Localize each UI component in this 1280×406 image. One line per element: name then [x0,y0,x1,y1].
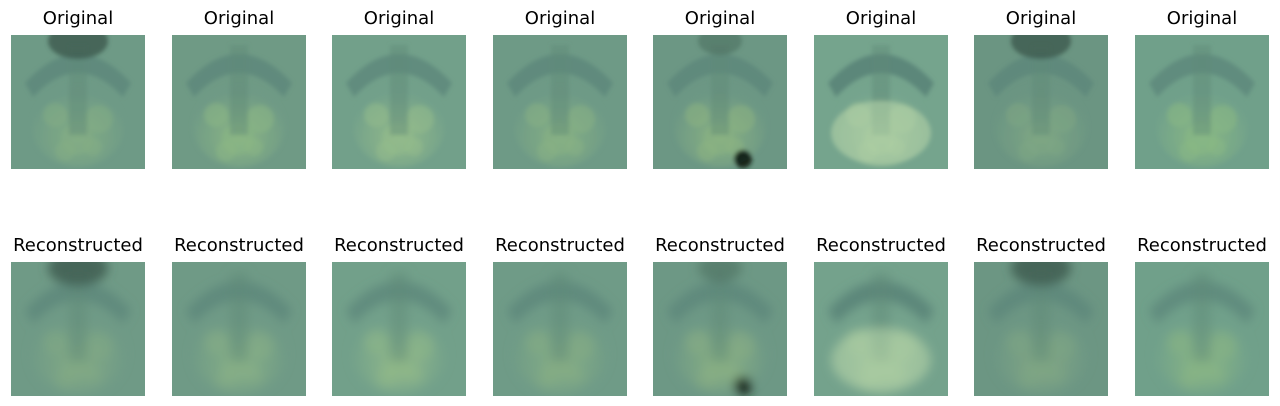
image-title: Reconstructed [495,235,625,256]
image-thumbnail [1135,262,1269,396]
image-thumbnail [172,262,306,396]
image-title: Reconstructed [816,235,946,256]
image-title: Original [845,8,917,29]
sample-image-8 [1135,35,1269,169]
sample-image-2 [172,262,306,396]
image-title: Reconstructed [655,235,785,256]
image-title: Original [524,8,596,29]
image-title: Reconstructed [13,235,143,256]
sample-image-4 [493,35,627,169]
image-thumbnail [653,262,787,396]
image-title: Original [203,8,275,29]
sample-image-6 [814,35,948,169]
image-thumbnail [172,35,306,169]
image-thumbnail [653,35,787,169]
sample-image-8 [1135,262,1269,396]
image-title: Original [1005,8,1077,29]
image-thumbnail [974,35,1108,169]
image-title: Original [1166,8,1238,29]
sample-image-7 [974,262,1108,396]
image-title: Reconstructed [1137,235,1267,256]
sample-image-5 [653,35,787,169]
sample-image-1 [11,262,145,396]
image-title: Reconstructed [334,235,464,256]
sample-image-2 [172,35,306,169]
sample-image-7 [974,35,1108,169]
image-thumbnail [11,262,145,396]
image-title: Original [684,8,756,29]
image-thumbnail [332,35,466,169]
image-thumbnail [814,262,948,396]
image-thumbnail [493,262,627,396]
image-title: Reconstructed [174,235,304,256]
image-thumbnail [332,262,466,396]
sample-image-4 [493,262,627,396]
image-thumbnail [814,35,948,169]
image-title: Original [363,8,435,29]
sample-image-3 [332,35,466,169]
image-title: Reconstructed [976,235,1106,256]
image-thumbnail [493,35,627,169]
image-thumbnail [1135,35,1269,169]
image-thumbnail [974,262,1108,396]
image-title: Original [42,8,114,29]
sample-image-1 [11,35,145,169]
sample-image-3 [332,262,466,396]
sample-image-5 [653,262,787,396]
image-thumbnail [11,35,145,169]
sample-image-6 [814,262,948,396]
